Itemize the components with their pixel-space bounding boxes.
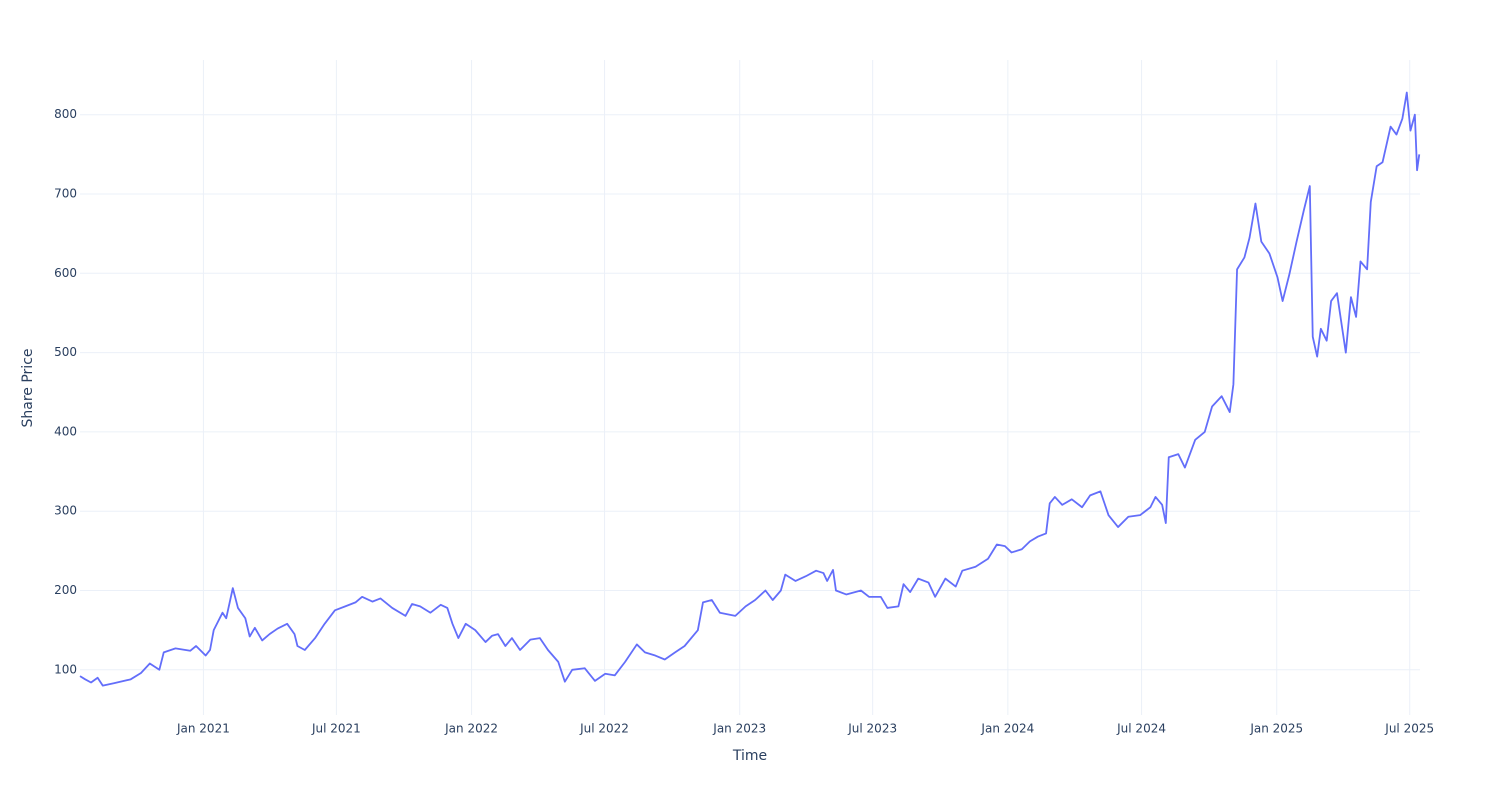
y-tick-label: 600: [54, 266, 77, 280]
y-axis-title: Share Price: [20, 348, 36, 427]
x-tick-label: Jul 2022: [579, 722, 629, 736]
y-tick-label: 400: [54, 424, 77, 438]
x-tick-label: Jan 2025: [1249, 722, 1303, 736]
y-tick-label: 100: [54, 662, 77, 676]
x-tick-label: Jul 2021: [311, 722, 361, 736]
x-tick-label: Jan 2022: [444, 722, 498, 736]
x-axis-title: Time: [732, 748, 767, 764]
x-tick-label: Jul 2024: [1116, 722, 1166, 736]
y-tick-label: 500: [54, 345, 77, 359]
plot-area: [79, 91, 1421, 687]
price-line: [79, 91, 1421, 687]
x-tick-label: Jul 2025: [1384, 722, 1434, 736]
y-tick-label: 200: [54, 583, 77, 597]
x-tick-label: Jul 2023: [847, 722, 897, 736]
grid: [80, 60, 1420, 715]
x-tick-label: Jan 2023: [712, 722, 766, 736]
x-tick-label: Jan 2024: [980, 722, 1034, 736]
x-tick-label: Jan 2021: [176, 722, 230, 736]
y-tick-label: 700: [54, 187, 77, 201]
y-tick-label: 800: [54, 107, 77, 121]
y-tick-label: 300: [54, 504, 77, 518]
